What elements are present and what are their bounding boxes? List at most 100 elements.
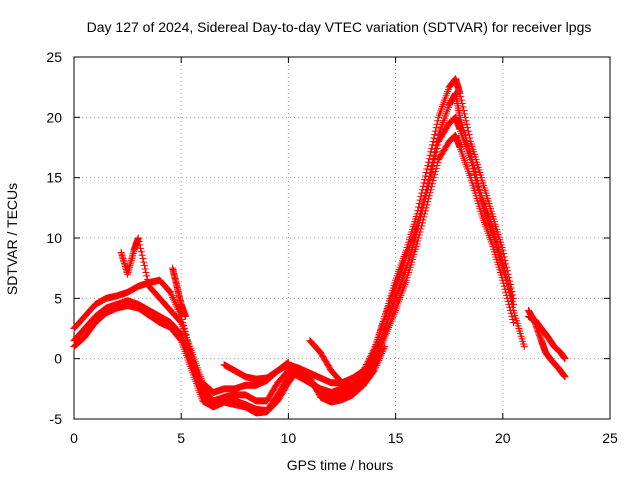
data-point [422, 186, 430, 194]
data-point [364, 357, 372, 365]
data-point [144, 275, 152, 283]
data-point [509, 297, 517, 305]
data-point [470, 165, 478, 173]
data-point [141, 265, 149, 273]
data-point [307, 376, 315, 384]
data-point [414, 219, 422, 227]
data-point [363, 361, 371, 369]
data-point [139, 255, 147, 263]
data-point [176, 336, 184, 344]
data-point [373, 360, 381, 368]
data-point [433, 138, 441, 146]
data-point [365, 356, 373, 364]
data-point [432, 142, 440, 150]
data-point [308, 377, 316, 385]
data-point [431, 149, 439, 157]
data-point [311, 383, 319, 391]
data-point [507, 309, 515, 317]
data-point [415, 216, 423, 224]
data-point [415, 213, 423, 221]
x-tick-label: 25 [602, 430, 618, 446]
data-point [561, 373, 569, 381]
y-tick-label: 20 [46, 109, 62, 125]
data-point [434, 117, 442, 125]
data-point [425, 173, 433, 181]
y-tick-label: 0 [54, 351, 62, 367]
data-point [506, 285, 514, 293]
data-point [463, 120, 471, 128]
data-point [169, 293, 177, 301]
data-point [464, 127, 472, 135]
grid [74, 57, 610, 419]
data-point [429, 156, 437, 164]
data-point [425, 176, 433, 184]
chart-title: Day 127 of 2024, Sidereal Day-to-day VTE… [87, 19, 592, 35]
data-point [361, 364, 369, 372]
data-point [415, 234, 423, 242]
data-point [510, 300, 518, 308]
data-point [309, 379, 317, 387]
data-point [432, 124, 440, 132]
data-point [500, 261, 508, 269]
data-point [284, 359, 292, 367]
series-track-e [169, 264, 189, 320]
data-point [505, 282, 513, 290]
data-point [166, 288, 174, 296]
series-track-g [306, 337, 389, 393]
data-point [366, 354, 374, 362]
data-point [137, 248, 145, 256]
data-point [431, 131, 439, 139]
y-ticks: -5 0 5 10 15 20 25 [46, 49, 610, 427]
x-tick-label: 5 [177, 430, 185, 446]
data-point [476, 186, 484, 194]
data-point [376, 353, 384, 361]
data-point [506, 306, 514, 314]
data-point [378, 349, 386, 357]
data-point [313, 387, 321, 395]
data-point [430, 174, 438, 182]
data-point [474, 177, 482, 185]
data-point [418, 201, 426, 209]
data-point [462, 117, 470, 125]
data-point [509, 315, 517, 323]
data-point [431, 145, 439, 153]
data-point [370, 367, 378, 375]
data-point [359, 367, 367, 375]
data-point [414, 237, 422, 245]
data-point [136, 241, 144, 249]
data-point [374, 358, 382, 366]
data-point [477, 189, 485, 197]
data-point [432, 165, 440, 173]
data-point [362, 362, 370, 370]
data-point [500, 264, 508, 272]
data-point [473, 174, 481, 182]
data-point [426, 169, 434, 177]
data-point [470, 162, 478, 170]
data-point [413, 222, 421, 230]
data-point [465, 131, 473, 139]
series-track-c [70, 131, 518, 417]
data-point [283, 359, 291, 367]
data-point [375, 356, 383, 364]
x-axis-label: GPS time / hours [287, 457, 394, 473]
data-point [372, 362, 380, 370]
data-point [503, 276, 511, 284]
data-point [469, 159, 477, 167]
data-point [176, 317, 184, 325]
data-point [416, 210, 424, 218]
data-point [366, 353, 374, 361]
data-point [413, 240, 421, 248]
data-point [428, 162, 436, 170]
data-point [499, 258, 507, 266]
data-point [310, 380, 318, 388]
data-point [468, 156, 476, 164]
data-point [368, 350, 376, 358]
data-point [504, 279, 512, 287]
data-point [140, 258, 148, 266]
data-point [508, 294, 516, 302]
data-point [135, 237, 143, 245]
y-tick-label: -5 [50, 411, 63, 427]
data-point [467, 153, 475, 161]
y-tick-label: 15 [46, 170, 62, 186]
